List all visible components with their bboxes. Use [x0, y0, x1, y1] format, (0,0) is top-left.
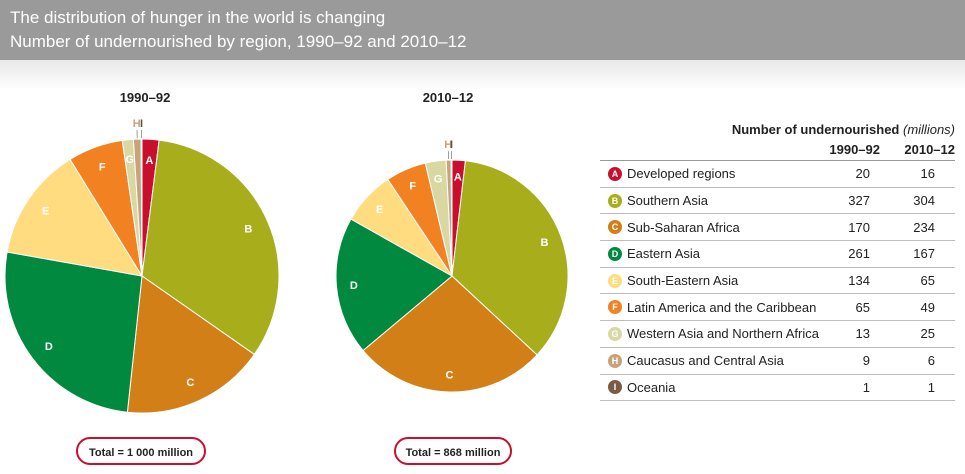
legend-region-name: Sub-Saharan Africa: [627, 219, 740, 235]
pie-slice-c: [362, 275, 538, 393]
pie-slice-b: [451, 160, 569, 356]
total-1990: Total = 1 000 million: [76, 437, 206, 465]
pie-slice-i: [140, 138, 143, 277]
pie-label-d: D: [45, 341, 53, 353]
total-2010: Total = 868 million: [394, 437, 512, 465]
pie-label-g: G: [434, 173, 443, 185]
pie-label-e: E: [376, 204, 383, 216]
pie-slice-b: [141, 139, 280, 356]
legend-row: A Developed regions 20 16: [600, 161, 955, 188]
legend-badge: A: [608, 166, 622, 181]
legend-heading-text: Number of undernourished: [731, 122, 900, 137]
legend-region-name: South-Eastern Asia: [627, 273, 739, 289]
chart-title: The distribution of hunger in the world …: [10, 8, 386, 27]
legend-region-name: Southern Asia: [627, 193, 708, 209]
legend-value-2010: 16: [920, 166, 935, 182]
legend-badge: H: [608, 353, 622, 368]
pie-label-c: C: [186, 377, 194, 389]
legend-value-1990: 170: [848, 219, 870, 235]
pie-slice-i: [450, 159, 453, 277]
pie-title-2010: 2010–12: [422, 90, 474, 105]
legend-value-2010: 25: [920, 326, 935, 342]
pie-label-d: D: [350, 280, 358, 292]
pie-label-f: F: [409, 181, 416, 193]
legend-region-name: Eastern Asia: [627, 246, 700, 262]
pie-label-a: A: [454, 171, 462, 183]
legend-value-2010: 65: [920, 273, 935, 289]
legend-value-2010: 167: [913, 246, 935, 262]
legend-badge: I: [608, 380, 622, 395]
legend-value-2010: 6: [927, 353, 935, 369]
legend-value-2010: 234: [913, 219, 935, 235]
legend-row: F Latin America and the Caribbean 65 49: [600, 294, 955, 322]
legend-value-2010: 304: [913, 193, 935, 209]
legend-region-name: Oceania: [627, 379, 676, 395]
pie-slice-c: [126, 275, 256, 414]
legend-badge: F: [608, 300, 622, 315]
legend-value-2010: 49: [920, 299, 935, 315]
pie-slice-d: [335, 218, 453, 352]
legend-col-1990: 1990–92: [829, 142, 880, 157]
legend-value-2010: 1: [927, 379, 935, 395]
legend-table: Number of undernourished (millions) 1990…: [600, 120, 955, 402]
header-bar: The distribution of hunger in the world …: [0, 0, 965, 60]
pie-label-i: I: [140, 118, 143, 130]
legend-value-1990: 1: [862, 379, 870, 395]
legend-value-1990: 327: [848, 193, 870, 209]
pie-label-b: B: [541, 237, 549, 249]
pie-label-b: B: [244, 224, 252, 236]
legend-row: E South-Eastern Asia 134 65: [600, 268, 955, 295]
legend-rows: A Developed regions 20 16 B Southern Asia 327 3…: [600, 161, 955, 402]
pie-title-1990: 1990–92: [119, 90, 171, 105]
pie-slice-d: [4, 251, 143, 413]
legend-value-1990: 65: [855, 299, 870, 315]
legend-badge: C: [608, 220, 622, 235]
pie-label-i: I: [450, 139, 453, 151]
legend-value-1990: 13: [855, 326, 870, 342]
legend-row: I Oceania 1 1: [600, 375, 955, 402]
legend-value-1990: 9: [862, 353, 870, 369]
legend-value-1990: 134: [848, 273, 870, 289]
legend-row: G Western Asia and Northern Africa 13 25: [600, 321, 955, 348]
legend-badge: D: [608, 246, 622, 261]
legend-row: H Caucasus and Central Asia 9 6: [600, 348, 955, 375]
legend-col-2010: 2010–12: [904, 142, 955, 157]
pie-label-c: C: [446, 370, 454, 382]
pie-slice-e: [6, 158, 144, 277]
header-fade: [0, 60, 965, 90]
legend-column-headers: 1990–92 2010–12: [600, 140, 955, 161]
pie-label-f: F: [99, 162, 106, 174]
legend-badge: G: [608, 326, 622, 341]
legend-value-1990: 261: [848, 246, 870, 262]
legend-row: B Southern Asia 327 304: [600, 188, 955, 215]
legend-region-name: Developed regions: [627, 166, 736, 182]
legend-row: D Eastern Asia 261 167: [600, 241, 955, 268]
pie-label-a: A: [145, 155, 153, 167]
pie-label-e: E: [42, 206, 49, 218]
pie-label-h: H: [133, 118, 141, 130]
legend-heading: Number of undernourished (millions): [600, 120, 955, 140]
pie-label-g: G: [126, 154, 135, 166]
legend-badge: E: [608, 273, 622, 288]
legend-badge: B: [608, 193, 622, 208]
legend-region-name: Caucasus and Central Asia: [627, 353, 784, 369]
pie-label-h: H: [444, 139, 452, 151]
legend-value-1990: 20: [855, 166, 870, 182]
legend-region-name: Latin America and the Caribbean: [627, 299, 817, 315]
legend-region-name: Western Asia and Northern Africa: [627, 326, 819, 342]
legend-row: C Sub-Saharan Africa 170 234: [600, 214, 955, 242]
legend-unit: (millions): [903, 122, 955, 137]
chart-subtitle: Number of undernourished by region, 1990…: [10, 32, 467, 51]
